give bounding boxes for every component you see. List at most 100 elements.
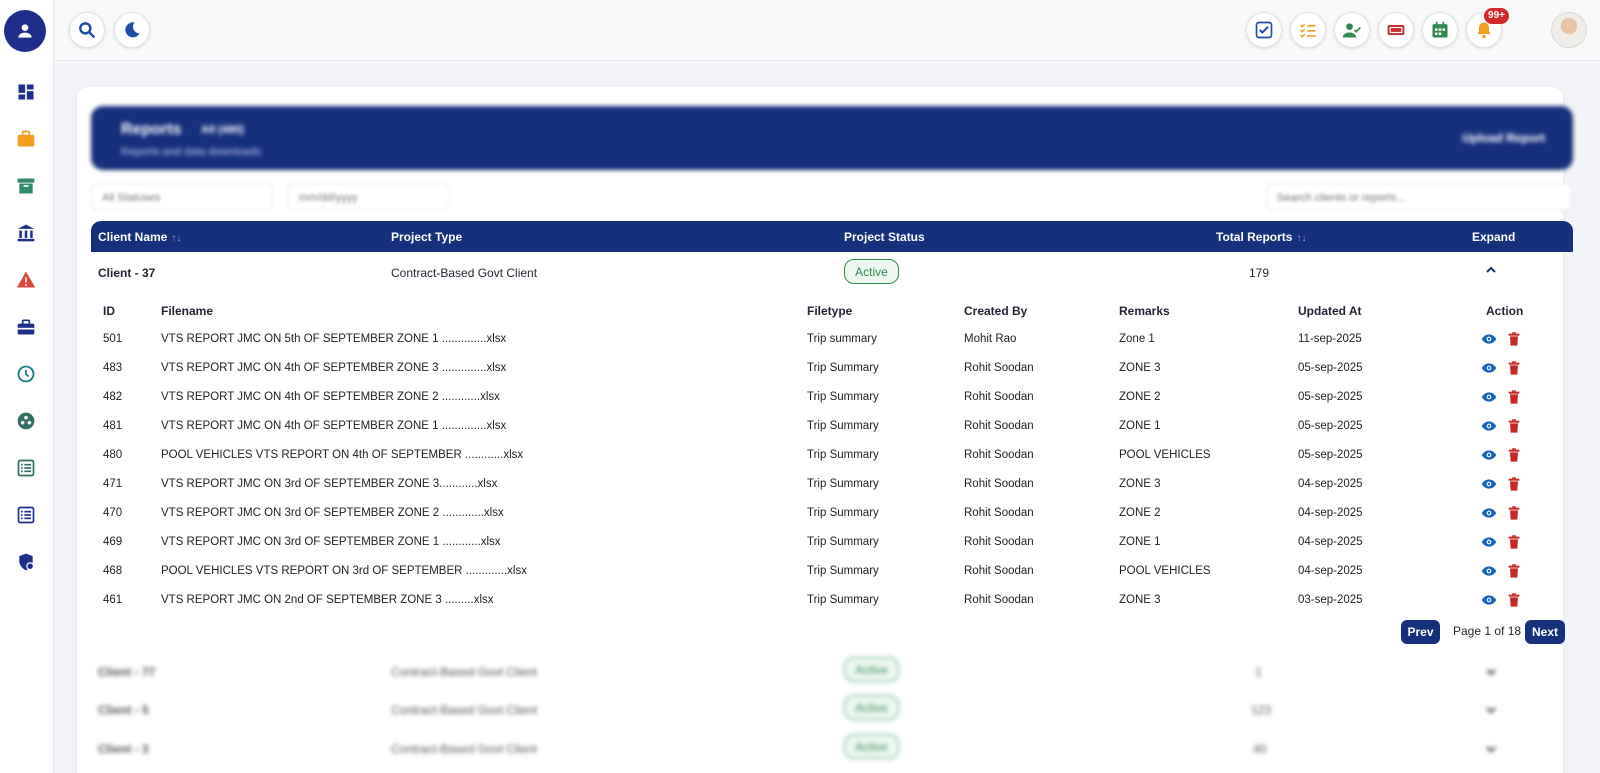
delete-trash-icon[interactable] [1506,360,1522,376]
report-filename[interactable]: POOL VEHICLES VTS REPORT ON 3rd OF SEPTE… [161,565,527,577]
table-header: Client Name ↑↓ Project Type Project Statu… [91,221,1573,252]
tickets-button[interactable] [1378,12,1414,48]
delete-trash-icon[interactable] [1506,534,1522,550]
report-filename[interactable]: VTS REPORT JMC ON 3rd OF SEPTEMBER ZONE … [161,507,504,519]
delete-trash-icon[interactable] [1506,592,1522,608]
subheader-remarks: Remarks [1119,304,1170,318]
search-input[interactable]: Search clients or reports... [1266,183,1572,211]
column-header-project-type: Project Type [391,230,463,244]
report-filename[interactable]: VTS REPORT JMC ON 4th OF SEPTEMBER ZONE … [161,362,507,374]
view-eye-icon[interactable] [1481,331,1497,347]
notifications-button[interactable]: 99+ [1466,8,1509,48]
client-row[interactable]: Client - 5 Contract-Based Govt Client Ac… [91,692,1573,728]
user-icon [18,24,32,38]
tasks-button[interactable] [1246,12,1282,48]
delete-trash-icon[interactable] [1506,563,1522,579]
sidebar-item-archive[interactable] [8,168,44,204]
calendar-button[interactable] [1422,12,1458,48]
project-type: Contract-Based Govt Client [391,266,538,280]
column-header-client-name[interactable]: Client Name ↑↓ [98,230,182,244]
date-filter-input[interactable]: mm/dd/yyyy [288,183,450,211]
delete-trash-icon[interactable] [1506,389,1522,405]
report-created-by: Rohit Soodan [964,420,1034,432]
user-avatar[interactable] [1551,12,1587,48]
sidebar-item-dashboard[interactable] [8,74,44,110]
report-id: 482 [103,391,123,403]
status-filter-select[interactable]: All Statuses [91,183,273,211]
report-id: 480 [103,449,123,461]
client-row[interactable]: Client - 3 Contract-Based Govt Client Ac… [91,731,1573,767]
report-filetype: Trip Summary [807,391,879,403]
report-created-by: Mohit Rao [964,333,1017,345]
view-eye-icon[interactable] [1481,360,1497,376]
theme-toggle-button[interactable] [114,12,150,48]
report-updated-at: 03-sep-2025 [1298,594,1363,606]
page-title: Reports [121,121,182,138]
user-check-icon [1342,23,1361,38]
delete-trash-icon[interactable] [1506,505,1522,521]
sidebar-item-tools[interactable] [8,309,44,345]
shield-icon [19,553,35,571]
chevron-up-icon[interactable] [1483,262,1499,278]
delete-trash-icon[interactable] [1506,447,1522,463]
sidebar-item-reports[interactable] [8,497,44,533]
user-approval-button[interactable] [1334,12,1370,48]
view-eye-icon[interactable] [1481,505,1497,521]
sidebar-item-security[interactable] [8,544,44,580]
upload-report-button[interactable]: Upload Report [1462,131,1545,145]
sort-icon[interactable]: ↑↓ [1296,233,1307,244]
project-type: Contract-Based Govt Client [391,742,538,756]
report-remarks: ZONE 1 [1119,536,1161,548]
report-filetype: Trip Summary [807,565,879,577]
report-filename[interactable]: VTS REPORT JMC ON 4th OF SEPTEMBER ZONE … [161,420,507,432]
delete-trash-icon[interactable] [1506,418,1522,434]
chevron-down-icon[interactable] [1483,741,1499,757]
view-eye-icon[interactable] [1481,592,1497,608]
client-row[interactable]: Client - 77 Contract-Based Govt Client A… [91,654,1573,690]
report-filename[interactable]: POOL VEHICLES VTS REPORT ON 4th OF SEPTE… [161,449,524,461]
view-eye-icon[interactable] [1481,563,1497,579]
chevron-down-icon[interactable] [1483,702,1499,718]
prev-page-button[interactable]: Prev [1401,620,1440,644]
report-id: 468 [103,565,123,577]
report-filename[interactable]: VTS REPORT JMC ON 2nd OF SEPTEMBER ZONE … [161,594,494,606]
report-remarks: ZONE 3 [1119,594,1161,606]
report-filename[interactable]: VTS REPORT JMC ON 4th OF SEPTEMBER ZONE … [161,391,500,403]
sidebar-item-groups[interactable] [8,403,44,439]
clock-icon [17,365,35,383]
search-button[interactable] [69,12,105,48]
search-placeholder: Search clients or reports... [1277,192,1406,204]
report-created-by: Rohit Soodan [964,565,1034,577]
checklist-button[interactable] [1290,12,1326,48]
dashboard-icon [18,84,34,100]
report-filename[interactable]: VTS REPORT JMC ON 3rd OF SEPTEMBER ZONE … [161,536,501,548]
sidebar-item-alerts[interactable] [8,262,44,298]
report-remarks: ZONE 3 [1119,362,1161,374]
delete-trash-icon[interactable] [1506,331,1522,347]
report-row: 481 VTS REPORT JMC ON 4th OF SEPTEMBER Z… [91,412,1573,441]
delete-trash-icon[interactable] [1506,476,1522,492]
next-page-button[interactable]: Next [1525,620,1565,644]
bell-icon [1477,22,1491,39]
subheader-created-by: Created By [964,304,1028,318]
sidebar-item-finance[interactable] [8,215,44,251]
profile-avatar-button[interactable] [4,10,46,52]
column-header-total-reports[interactable]: Total Reports ↑↓ [1216,230,1307,244]
view-eye-icon[interactable] [1481,476,1497,492]
search-icon [79,22,95,38]
bank-icon [17,224,35,242]
report-remarks: ZONE 3 [1119,478,1161,490]
view-eye-icon[interactable] [1481,447,1497,463]
report-filename[interactable]: VTS REPORT JMC ON 5th OF SEPTEMBER ZONE … [161,333,507,345]
client-row-expanded[interactable]: Client - 37 Contract-Based Govt Client A… [91,252,1573,294]
chevron-down-icon[interactable] [1483,664,1499,680]
report-updated-at: 04-sep-2025 [1298,478,1363,490]
sidebar-item-history[interactable] [8,356,44,392]
view-eye-icon[interactable] [1481,418,1497,434]
sort-icon[interactable]: ↑↓ [171,233,182,244]
view-eye-icon[interactable] [1481,534,1497,550]
sidebar-item-list[interactable] [8,450,44,486]
view-eye-icon[interactable] [1481,389,1497,405]
sidebar-item-projects[interactable] [8,121,44,157]
report-filename[interactable]: VTS REPORT JMC ON 3rd OF SEPTEMBER ZONE … [161,478,498,490]
